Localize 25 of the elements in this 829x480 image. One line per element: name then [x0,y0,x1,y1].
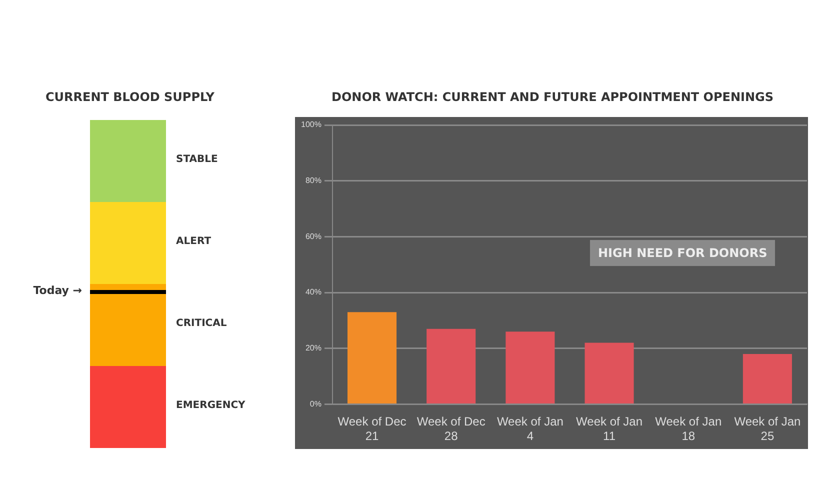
x-tick-label: Week of Dec 21 [338,414,406,444]
x-tick-label: Week of Jan 25 [734,414,801,444]
category-label: EMERGENCY [176,400,246,411]
x-tick-label: Week of Jan 11 [576,414,643,444]
y-tick-label: 40% [305,288,322,297]
chart-title: DONOR WATCH: CURRENT AND FUTURE APPOINTMENT OPENINGS [330,90,775,104]
category-label: CRITICAL [176,318,227,329]
y-tick-label: 80% [305,176,322,186]
category-label: STABLE [176,154,218,165]
x-tick-label: Week of Jan 18 [655,414,722,444]
x-tick-label: Week of Jan 4 [496,414,564,444]
bar [426,328,476,404]
bar [506,332,555,404]
text: CURRENT BLOOD SUPPLY [44,90,216,104]
category-label: ALERT [176,236,212,247]
text: Today → [33,284,82,297]
y-tick-label: 60% [305,232,322,241]
y-tick-label: 0% [310,399,322,408]
annotation: HIGH NEED FOR DONORS [590,240,776,266]
y-tick-label: 100% [300,120,322,130]
bar [742,354,792,404]
bar [584,342,634,404]
bar [347,312,397,404]
x-tick-label: Week of Dec 28 [416,414,486,444]
y-tick-label: 20% [305,344,322,353]
